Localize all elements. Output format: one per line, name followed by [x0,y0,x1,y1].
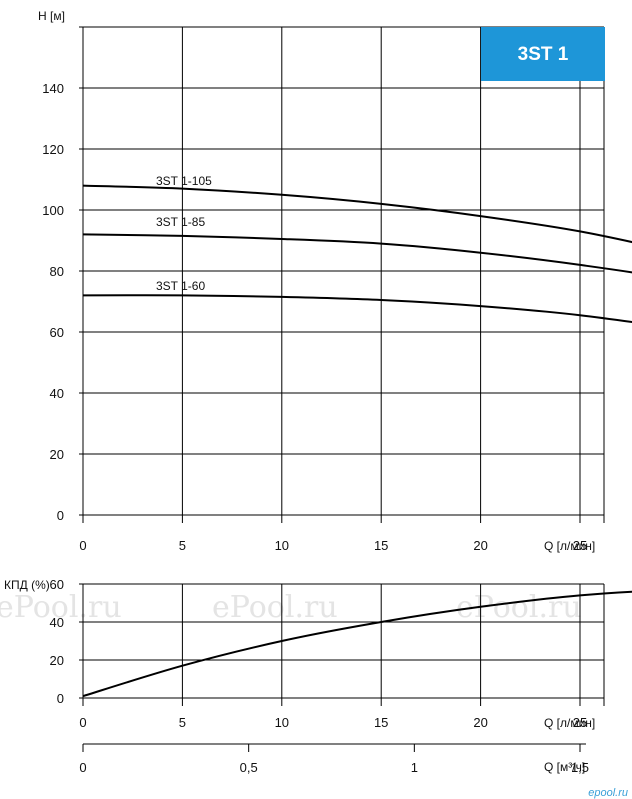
y-tick-label: 120 [42,142,64,157]
x-tick-label: 0 [79,715,86,730]
head-y-axis-label: H [м] [38,9,65,23]
y-tick-label: 140 [42,81,64,96]
x-tick-label: 5 [179,538,186,553]
efficiency-chart-grid [79,583,605,706]
watermark-center: ePool.ru [212,590,338,625]
curve-efficiency [82,590,632,698]
y-tick-label: 20 [50,447,64,462]
curve-label: 3ST 1-60 [156,279,205,293]
efficiency-y-axis-label: КПД (%) [4,578,50,592]
credit-label: epool.ru [588,787,628,799]
curve-label: 3ST 1-105 [156,174,212,188]
m3h-tick-label: 0 [79,760,86,775]
curve-3st-1-85 [82,233,632,274]
y-tick-label: 80 [50,264,64,279]
flow-m3h-axis-label: Q [м³/ч] [544,760,585,774]
m3h-tick-label: 1,5 [571,760,589,775]
efficiency-curves [82,590,632,698]
x-tick-label: 15 [374,538,388,553]
model-badge-label: 3ST 1 [518,44,569,65]
watermark-left: ePool.ru [0,590,122,625]
head-chart-ticks: 020406080100120140051015202530354045 [42,81,587,553]
y-tick-label: 20 [50,653,64,668]
m3h-tick-label: 1 [411,760,418,775]
y-tick-label: 40 [50,386,64,401]
model-badge: 3ST 1 [481,27,605,81]
x-tick-label: 20 [473,715,487,730]
y-tick-label: 60 [50,325,64,340]
watermark-layer: ePool.ru ePool.ru ePool.ru [0,590,582,625]
head-chart-grid [79,26,605,523]
flow-m3h-ticks: 00,511,522,5 [79,744,589,775]
x-tick-label: 25 [573,538,587,553]
x-tick-label: 10 [275,538,289,553]
curve-label: 3ST 1-85 [156,215,205,229]
efficiency-x-axis-label: Q [л/мин] [544,716,595,730]
model-badge-background [481,27,605,81]
x-tick-label: 0 [79,538,86,553]
efficiency-chart-ticks: 0204060051015202530354045 [50,577,588,730]
efficiency-curve-chart: 0204060051015202530354045 КПД (%) Q [л/м… [4,577,632,730]
head-curve-labels: 3ST 1-105 3ST 1-85 3ST 1-60 [156,174,212,293]
x-tick-label: 5 [179,715,186,730]
y-tick-label: 100 [42,203,64,218]
y-tick-label: 60 [50,577,64,592]
flow-m3h-axis: 00,511,522,5 Q [м³/ч] [79,743,589,775]
x-tick-label: 25 [573,715,587,730]
x-tick-label: 20 [473,538,487,553]
head-x-axis-label: Q [л/мин] [544,539,595,553]
y-tick-label: 0 [57,508,64,523]
head-curves [82,184,632,324]
curve-3st-1-105 [82,184,632,244]
x-tick-label: 15 [374,715,388,730]
curve-3st-1-60 [82,294,632,324]
x-tick-label: 10 [275,715,289,730]
y-tick-label: 40 [50,615,64,630]
m3h-tick-label: 0,5 [240,760,258,775]
y-tick-label: 0 [57,691,64,706]
